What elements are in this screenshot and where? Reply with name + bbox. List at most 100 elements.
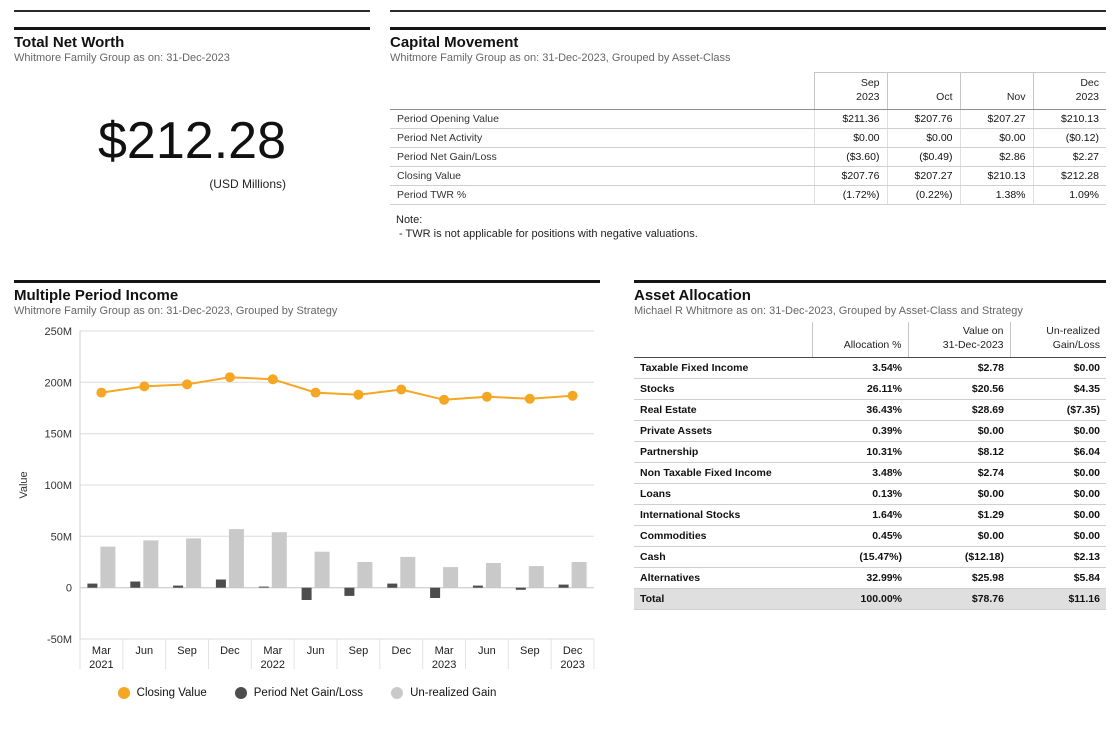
- multiple-period-income-title: Multiple Period Income: [14, 287, 179, 304]
- value-cell: $0.00: [1010, 357, 1106, 380]
- value-cell: ($0.49): [886, 147, 960, 168]
- value-cell: $2.74: [908, 462, 1010, 485]
- legend-label: Period Net Gain/Loss: [253, 687, 364, 699]
- value-cell: $207.27: [886, 166, 960, 187]
- y-axis-title: Value: [18, 471, 30, 498]
- value-cell: $2.78: [908, 357, 1010, 380]
- value-cell: $8.12: [908, 441, 1010, 464]
- row-label: Private Assets: [634, 420, 812, 443]
- total-net-worth-title: Total Net Worth: [14, 34, 125, 51]
- header-row: Allocation % Value on 31-Dec-2023 Un-reali…: [634, 322, 1106, 359]
- table-row: Partnership 10.31% $8.12 $6.04: [634, 441, 1106, 464]
- corner-cell: [634, 322, 812, 359]
- value-cell: $207.76: [886, 109, 960, 130]
- legend-marker-icon: [117, 687, 130, 699]
- svg-text:Dec: Dec: [220, 645, 240, 657]
- legend-item: Un-realized Gain: [391, 687, 496, 699]
- asset-allocation-header: Allocation % Value on 31-Dec-2023 Un-reali…: [634, 322, 1106, 359]
- table-row: International Stocks 1.64% $1.29 $0.00: [634, 504, 1106, 527]
- legend-item: Closing Value: [117, 687, 207, 699]
- legend-item: Period Net Gain/Loss: [234, 687, 364, 699]
- table-row: Private Assets 0.39% $0.00 $0.00: [634, 420, 1106, 443]
- row-label: Alternatives: [634, 567, 812, 590]
- value-cell: 3.54%: [812, 357, 908, 380]
- value-cell: $28.69: [908, 399, 1010, 422]
- value-cell: $0.00: [908, 420, 1010, 443]
- svg-text:-50M: -50M: [47, 634, 72, 646]
- x-axis-labels: Mar 2021 Jun Sep Dec Mar 2022 Jun Sep Dec Mar 2023 J…: [89, 645, 585, 671]
- column-header: Value on 31-Dec-2023: [907, 322, 1010, 359]
- value-cell: $0.00: [908, 525, 1010, 548]
- panel-total-net-worth: Total Net Worth Whitmore Family Group as…: [14, 27, 370, 272]
- svg-text:100M: 100M: [44, 480, 72, 492]
- row-label: Period Opening Value: [390, 109, 814, 130]
- table-row: Period Opening Value $211.36 $207.76 $207.2…: [390, 109, 1106, 130]
- value-cell: ($7.35): [1010, 399, 1106, 422]
- svg-text:Dec: Dec: [392, 645, 412, 657]
- bars-un-realized-gain: [100, 529, 587, 588]
- row-label: Cash: [634, 546, 812, 569]
- value-cell: $0.00: [1010, 525, 1106, 548]
- value-cell: 32.99%: [812, 567, 908, 590]
- asset-allocation-table: Allocation % Value on 31-Dec-2023 Un-reali…: [634, 322, 1106, 611]
- value-cell: (0.22%): [886, 185, 960, 206]
- total-row: Total 100.00% $78.76 $11.16: [634, 588, 1106, 611]
- svg-text:250M: 250M: [44, 326, 72, 338]
- column-header: Dec 2023: [1032, 71, 1106, 111]
- svg-text:2022: 2022: [261, 659, 285, 671]
- value-cell: 1.09%: [1032, 185, 1106, 206]
- asset-allocation-title: Asset Allocation: [634, 287, 751, 304]
- row-label: Commodities: [634, 525, 812, 548]
- row-label: Total: [634, 588, 812, 611]
- table-row: Period TWR % (1.72%) (0.22%) 1.38% 1.09%: [390, 185, 1106, 206]
- value-cell: $4.35: [1010, 378, 1106, 401]
- top-divider-left: [14, 10, 370, 12]
- value-cell: $5.84: [1010, 567, 1106, 590]
- note-title: Note:: [396, 214, 423, 227]
- value-cell: $6.04: [1010, 441, 1106, 464]
- svg-text:Mar: Mar: [263, 645, 282, 657]
- value-cell: $78.76: [908, 588, 1010, 611]
- value-cell: $25.98: [908, 567, 1010, 590]
- value-cell: (1.72%): [813, 185, 887, 206]
- svg-text:Jun: Jun: [478, 645, 496, 657]
- value-cell: ($12.18): [908, 546, 1010, 569]
- value-cell: $2.86: [959, 147, 1033, 168]
- svg-text:0: 0: [66, 583, 72, 595]
- value-cell: 100.00%: [812, 588, 908, 611]
- header-row: Sep 2023 Oct Nov Dec 2023: [390, 71, 1106, 111]
- row-label: Partnership: [634, 441, 812, 464]
- svg-text:Mar: Mar: [92, 645, 111, 657]
- table-row: Taxable Fixed Income 3.54% $2.78 $0.00: [634, 357, 1106, 380]
- value-cell: $2.13: [1010, 546, 1106, 569]
- table-row: Closing Value $207.76 $207.27 $210.13 $212.2…: [390, 166, 1106, 187]
- column-header: Oct: [886, 71, 960, 111]
- svg-text:Mar: Mar: [435, 645, 454, 657]
- value-cell: 1.38%: [959, 185, 1033, 206]
- svg-text:Sep: Sep: [349, 645, 369, 657]
- row-label: Taxable Fixed Income: [634, 357, 812, 380]
- panel-asset-allocation: Asset Allocation Michael R Whitmore as o…: [634, 280, 1106, 611]
- svg-text:2023: 2023: [432, 659, 456, 671]
- value-cell: 0.45%: [812, 525, 908, 548]
- svg-text:2023: 2023: [560, 659, 584, 671]
- value-cell: $0.00: [908, 483, 1010, 506]
- value-cell: $212.28: [1032, 166, 1106, 187]
- svg-text:150M: 150M: [44, 429, 72, 441]
- capital-movement-subtitle: Whitmore Family Group as on: 31-Dec-2023…: [390, 52, 731, 64]
- value-cell: 36.43%: [812, 399, 908, 422]
- panel-capital-movement: Capital Movement Whitmore Family Group a…: [390, 27, 1106, 241]
- column-header: Allocation %: [811, 322, 908, 359]
- row-label: Loans: [634, 483, 812, 506]
- top-divider-right: [390, 10, 1106, 12]
- capital-movement-title: Capital Movement: [390, 34, 519, 51]
- svg-text:Dec: Dec: [563, 645, 583, 657]
- capital-movement-body: Period Opening Value $211.36 $207.76 $207.2…: [390, 109, 1106, 206]
- table-row: Period Net Gain/Loss ($3.60) ($0.49) $2.86 $…: [390, 147, 1106, 168]
- panel-multiple-period-income: Multiple Period Income Whitmore Family G…: [14, 280, 600, 699]
- value-cell: 0.13%: [812, 483, 908, 506]
- value-cell: $211.36: [813, 109, 887, 130]
- column-header: Sep 2023: [813, 71, 887, 111]
- row-label: Non Taxable Fixed Income: [634, 462, 812, 485]
- value-cell: $207.76: [813, 166, 887, 187]
